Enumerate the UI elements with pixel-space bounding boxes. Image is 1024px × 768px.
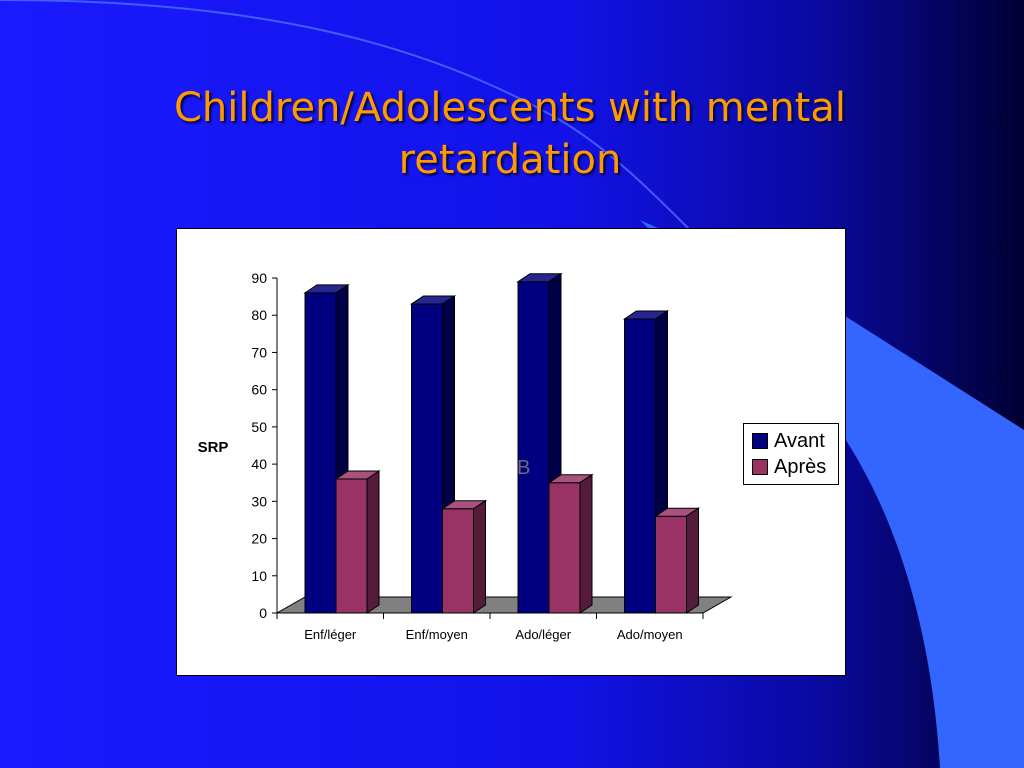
y-tick-label-70: 70 [251,344,267,360]
y-tick-label-30: 30 [251,493,267,509]
stray-letter: B [517,457,531,479]
bar-aprs-0 [335,478,368,614]
bar-avant-3 [624,318,656,614]
y-axis-title: SRP [198,439,229,456]
bar-side-aprs-1 [473,499,486,614]
x-tick-label-2: Ado/léger [515,627,571,642]
y-tick-label-90: 90 [251,270,267,286]
x-tick-label-3: Ado/moyen [617,627,683,642]
chart-legend: Avant Après [743,423,839,485]
y-tick-label-50: 50 [251,419,267,435]
slide-title: Children/Adolescents with mental retarda… [174,85,846,183]
x-tick-label-1: Enf/moyen [406,627,468,642]
bar-aprs-2 [548,482,581,614]
bar-aprs-1 [442,508,474,614]
legend-label-avant: Avant [774,429,825,452]
x-tick-label-0: Enf/léger [304,627,357,642]
bar-avant-1 [411,303,443,614]
background-light-swoosh [640,220,1024,768]
bar-avant-0 [304,292,337,614]
legend-item-avant: Avant [752,430,825,452]
y-tick-label-20: 20 [251,531,267,547]
bar-side-aprs-3 [686,507,699,614]
y-tick-label-40: 40 [251,456,267,472]
legend-swatch-avant [752,433,768,449]
legend-label-apres: Après [774,455,827,478]
y-tick-label-10: 10 [251,568,267,584]
legend-item-apres: Après [752,456,826,478]
bar-side-aprs-0 [366,470,380,614]
y-tick-label-0: 0 [259,605,267,621]
bar-chart: 0 10 20 30 40 50 60 70 80 90 SRP Enf/léger Enf/moyen… [198,270,733,642]
bar-side-aprs-2 [579,473,593,614]
y-tick-label-60: 60 [251,382,267,398]
bar-aprs-3 [655,515,687,614]
background-arc-line [0,0,691,231]
bar-avant-2 [517,281,550,614]
y-tick-label-80: 80 [251,307,267,323]
chart-frame: 0 10 20 30 40 50 60 70 80 90 SRP Enf/léger Enf/moyen… [176,228,846,676]
legend-swatch-apres [752,459,768,475]
